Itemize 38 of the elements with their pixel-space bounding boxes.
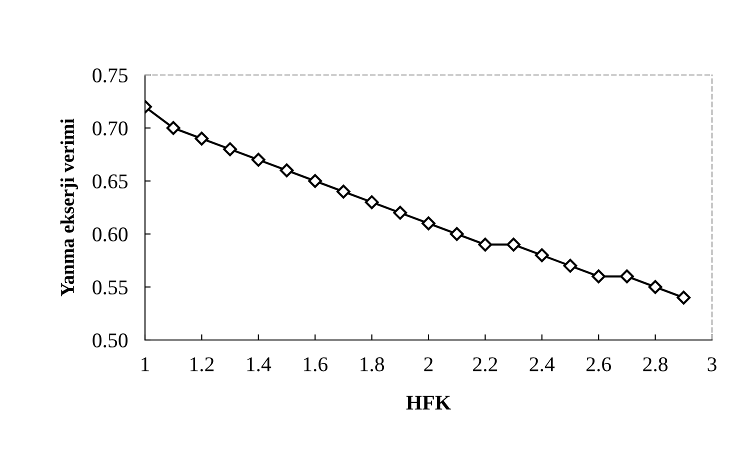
x-tick-label: 2.4 <box>530 357 555 372</box>
x-axis-title: HFK <box>406 396 451 410</box>
point <box>251 152 266 167</box>
x-tick-label: 1.8 <box>360 357 384 372</box>
point <box>308 174 322 188</box>
point <box>592 269 606 284</box>
x-tick-label: 2 <box>424 357 433 372</box>
y-axis-title: Yanma ekserji verimi <box>60 118 78 296</box>
point <box>676 290 691 305</box>
y-tick-label: 0.55 <box>92 280 128 295</box>
point <box>563 258 578 273</box>
point <box>223 142 237 156</box>
y-tick-label: 0.75 <box>92 68 128 83</box>
point <box>648 280 662 294</box>
x-tick-label: 1.6 <box>304 357 328 372</box>
point <box>506 238 520 252</box>
x-tick-label: 2.8 <box>643 357 668 372</box>
point <box>534 248 549 262</box>
point <box>336 184 350 199</box>
x-tick-label: 2.6 <box>586 357 611 372</box>
y-tick-label: 0.70 <box>92 121 128 136</box>
x-tick-label: 1.4 <box>247 357 272 372</box>
y-tick-label: 0.60 <box>92 227 128 242</box>
point <box>620 269 634 284</box>
x-tick-label: 2.2 <box>473 357 498 372</box>
point <box>478 238 492 252</box>
x-tick-label: 1.2 <box>190 357 214 372</box>
y-tick-label: 0.50 <box>92 333 128 348</box>
point <box>422 216 436 230</box>
y-tick-label: 0.65 <box>92 174 128 189</box>
point <box>280 163 294 178</box>
point <box>393 206 408 220</box>
x-tick-label: 1 <box>142 357 149 372</box>
point <box>194 132 209 146</box>
point <box>364 195 379 210</box>
point <box>166 121 180 135</box>
x-tick-label: 3 <box>708 357 716 372</box>
point <box>450 227 464 241</box>
